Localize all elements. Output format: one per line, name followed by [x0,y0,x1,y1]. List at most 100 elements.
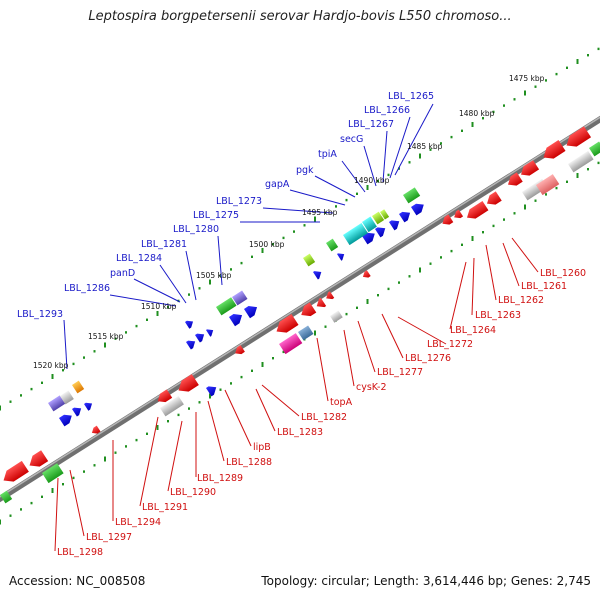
feature-box-shape [362,216,377,233]
feature-box-shape [0,490,13,504]
scale-tick [503,218,505,221]
feature-box-shape [279,333,303,355]
gene-label: LBL_1267 [348,119,394,130]
scale-tick [135,324,138,328]
feature-box-shape [72,380,85,394]
gene-label: tpiA [318,149,337,160]
forward-gene-arrow-shape [389,220,400,231]
scale-tick [587,168,589,171]
scale-tick [251,255,253,258]
scale-tick [597,161,600,165]
scale-tick [293,230,295,233]
scale-tick [366,299,369,304]
feature-box-shape [380,209,390,220]
scale-tick [104,342,106,348]
gene-label: LBL_1276 [405,353,451,364]
scale-tick [555,72,558,76]
scale-tick [492,110,495,114]
reverse-gene-arrow-shape [178,374,199,392]
gene-label: LBL_1273 [216,196,262,207]
scale-tick [230,268,232,271]
feature-box-shape [303,253,316,267]
forward-gene-arrow-shape [72,407,82,417]
leader-line [255,388,276,432]
leader-line [382,130,388,183]
gene-label: panD [110,268,135,279]
scale-tick [177,413,180,417]
scale-tick [524,204,526,210]
scale-tick [345,198,348,202]
reverse-gene-arrow [326,291,335,300]
map-title: Leptospira borgpetersenii serovar Hardjo… [88,9,512,24]
leader-line [185,250,197,301]
gene-label: LBL_1298 [57,547,103,558]
leader-line [207,400,225,462]
reverse-gene-arrow-shape [301,302,317,317]
scale-tick [93,464,96,467]
scale-tick [51,488,54,493]
gene-label: LBL_1284 [116,253,162,264]
reverse-gene-arrow-shape [466,201,489,219]
scale-tick [240,261,243,265]
scale-tick [93,350,96,353]
scale-tick [219,274,222,277]
scale-tick [251,369,253,372]
forward-gene-arrow [206,329,214,337]
feature-box [216,297,237,316]
reverse-gene-arrow-shape [29,450,49,467]
scale-tick [261,248,264,253]
feature-box-shape [60,390,74,405]
leader-line [511,237,539,273]
feature-box [0,490,13,504]
scale-tick [482,231,484,234]
feature-box [568,150,594,173]
forward-gene-arrow-shape [229,314,243,327]
scale-tick [377,180,379,183]
scale-tick [30,387,33,391]
reverse-gene-arrow [543,140,566,159]
scale-tick [9,400,12,403]
forward-gene-arrow [411,203,424,216]
scale-tick [461,129,463,132]
reverse-gene-arrow-shape [316,297,327,308]
scale-tick [419,153,421,159]
scale-tick [387,287,390,291]
scale-tick [576,173,579,178]
scale-tick [398,167,400,170]
scale-tick [597,47,600,51]
forward-gene-arrow-shape [362,232,375,245]
gene-label: secG [340,134,363,145]
scale-tick [125,331,127,334]
kbp-label: 1515 kbp [88,332,124,341]
reverse-gene-arrow-shape [91,425,101,434]
leader-line [363,145,377,187]
scale-tick [41,495,43,498]
gene-label: LBL_1294 [115,517,161,528]
feature-box [536,174,560,196]
reverse-gene-arrow-shape [520,160,540,176]
reverse-gene-arrow-shape [157,389,173,403]
reverse-strand-gene-labels: LBL_1260 LBL_1261 LBL_1262 LBL_1263 LBL_… [57,268,586,558]
gene-label: LBL_1264 [450,325,496,336]
reverse-gene-arrow-shape [362,270,371,278]
genome-backbone-highlight [0,116,600,498]
leader-line [343,329,355,387]
gene-label: LBL_1289 [197,473,243,484]
scale-tick [440,142,442,145]
reverse-gene-arrow [466,201,489,219]
gene-label: topA [330,397,353,408]
feature-box-shape [232,290,248,306]
scale-tick [209,393,211,399]
scale-tick [62,483,64,486]
leader-line [314,175,356,198]
reverse-gene-arrow-shape [543,140,566,159]
scale-tick [156,425,159,430]
feature-box [72,380,85,394]
leader-line [63,319,68,370]
kbp-label: 1485 kbp [407,142,443,151]
reverse-gene-arrow [362,270,371,278]
leader-line [289,189,346,206]
leader-line [316,337,329,402]
scale-tick [513,212,516,215]
